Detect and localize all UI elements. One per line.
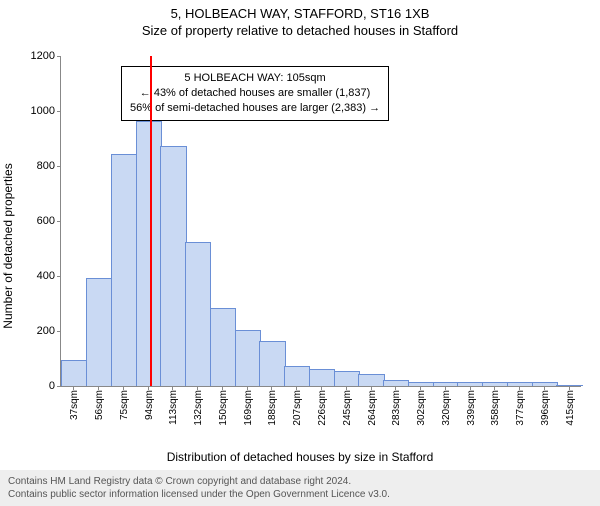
x-tick-mark: [73, 386, 74, 390]
histogram-bar: [160, 146, 186, 386]
x-tick-mark: [519, 386, 520, 390]
x-tick-mark: [247, 386, 248, 390]
reference-marker-line: [150, 56, 152, 386]
x-tick-mark: [371, 386, 372, 390]
x-tick-label: 207sqm: [292, 390, 303, 426]
y-tick-mark: [57, 56, 61, 57]
x-tick-mark: [346, 386, 347, 390]
y-tick-label: 200: [37, 325, 55, 337]
x-tick-mark: [271, 386, 272, 390]
histogram-bar: [358, 374, 384, 386]
y-tick-mark: [57, 331, 61, 332]
footer: Contains HM Land Registry data © Crown c…: [0, 470, 600, 506]
annotation-line-1: 5 HOLBEACH WAY: 105sqm: [130, 71, 380, 86]
y-tick-label: 0: [49, 380, 55, 392]
histogram-bar: [309, 369, 335, 387]
x-tick-mark: [222, 386, 223, 390]
x-tick-label: 56sqm: [94, 390, 105, 420]
page-title-address: 5, HOLBEACH WAY, STAFFORD, ST16 1XB: [0, 6, 600, 21]
histogram-bar: [111, 154, 137, 386]
page-title-subtitle: Size of property relative to detached ho…: [0, 23, 600, 38]
annotation-box: 5 HOLBEACH WAY: 105sqm ← 43% of detached…: [121, 66, 389, 121]
histogram-bar: [210, 308, 236, 386]
x-tick-mark: [98, 386, 99, 390]
x-tick-label: 283sqm: [391, 390, 402, 426]
x-tick-mark: [172, 386, 173, 390]
histogram-bar: [457, 382, 483, 386]
annotation-line-2: ← 43% of detached houses are smaller (1,…: [130, 86, 380, 101]
x-tick-label: 358sqm: [490, 390, 501, 426]
annotation-line-3: 56% of semi-detached houses are larger (…: [130, 101, 380, 116]
x-axis-label: Distribution of detached houses by size …: [0, 450, 600, 464]
histogram-bar: [556, 385, 582, 386]
x-tick-mark: [123, 386, 124, 390]
y-tick-label: 400: [37, 270, 55, 282]
y-tick-label: 1200: [31, 50, 55, 62]
x-tick-mark: [321, 386, 322, 390]
x-tick-mark: [494, 386, 495, 390]
x-tick-label: 75sqm: [119, 390, 130, 420]
y-tick-mark: [57, 166, 61, 167]
footer-line-2: Contains public sector information licen…: [8, 488, 592, 501]
x-tick-mark: [470, 386, 471, 390]
x-tick-label: 320sqm: [441, 390, 452, 426]
y-tick-mark: [57, 111, 61, 112]
x-tick-label: 37sqm: [69, 390, 80, 420]
x-tick-label: 113sqm: [168, 390, 179, 425]
y-tick-mark: [57, 221, 61, 222]
x-tick-label: 188sqm: [267, 390, 278, 426]
y-axis-label: Number of detached properties: [1, 163, 15, 328]
x-tick-mark: [569, 386, 570, 390]
histogram-bar: [532, 382, 558, 386]
x-tick-label: 94sqm: [144, 390, 155, 420]
x-tick-label: 377sqm: [515, 390, 526, 426]
x-tick-label: 150sqm: [218, 390, 229, 426]
plot-area: 5 HOLBEACH WAY: 105sqm ← 43% of detached…: [60, 56, 581, 387]
x-tick-mark: [395, 386, 396, 390]
footer-line-1: Contains HM Land Registry data © Crown c…: [8, 475, 592, 488]
histogram-bar: [284, 366, 310, 386]
histogram-bar: [334, 371, 360, 386]
x-tick-label: 396sqm: [540, 390, 551, 426]
histogram-bar: [86, 278, 112, 386]
x-tick-label: 169sqm: [243, 390, 254, 426]
y-tick-label: 600: [37, 215, 55, 227]
x-tick-label: 226sqm: [317, 390, 328, 426]
y-tick-mark: [57, 276, 61, 277]
x-tick-label: 264sqm: [367, 390, 378, 426]
histogram-bar: [61, 360, 87, 386]
histogram-bar: [235, 330, 261, 386]
x-tick-label: 245sqm: [342, 390, 353, 426]
x-tick-mark: [420, 386, 421, 390]
y-tick-mark: [57, 386, 61, 387]
x-tick-label: 132sqm: [193, 390, 204, 426]
y-tick-label: 800: [37, 160, 55, 172]
x-tick-mark: [296, 386, 297, 390]
y-tick-label: 1000: [31, 105, 55, 117]
x-tick-label: 339sqm: [466, 390, 477, 426]
chart-container: Number of detached properties 5 HOLBEACH…: [0, 46, 600, 466]
histogram-bar: [259, 341, 285, 386]
x-tick-mark: [148, 386, 149, 390]
x-tick-mark: [544, 386, 545, 390]
x-tick-mark: [197, 386, 198, 390]
x-tick-label: 415sqm: [565, 390, 576, 426]
x-tick-label: 302sqm: [416, 390, 427, 426]
histogram-bar: [185, 242, 211, 386]
x-tick-mark: [445, 386, 446, 390]
histogram-bar: [433, 382, 459, 386]
